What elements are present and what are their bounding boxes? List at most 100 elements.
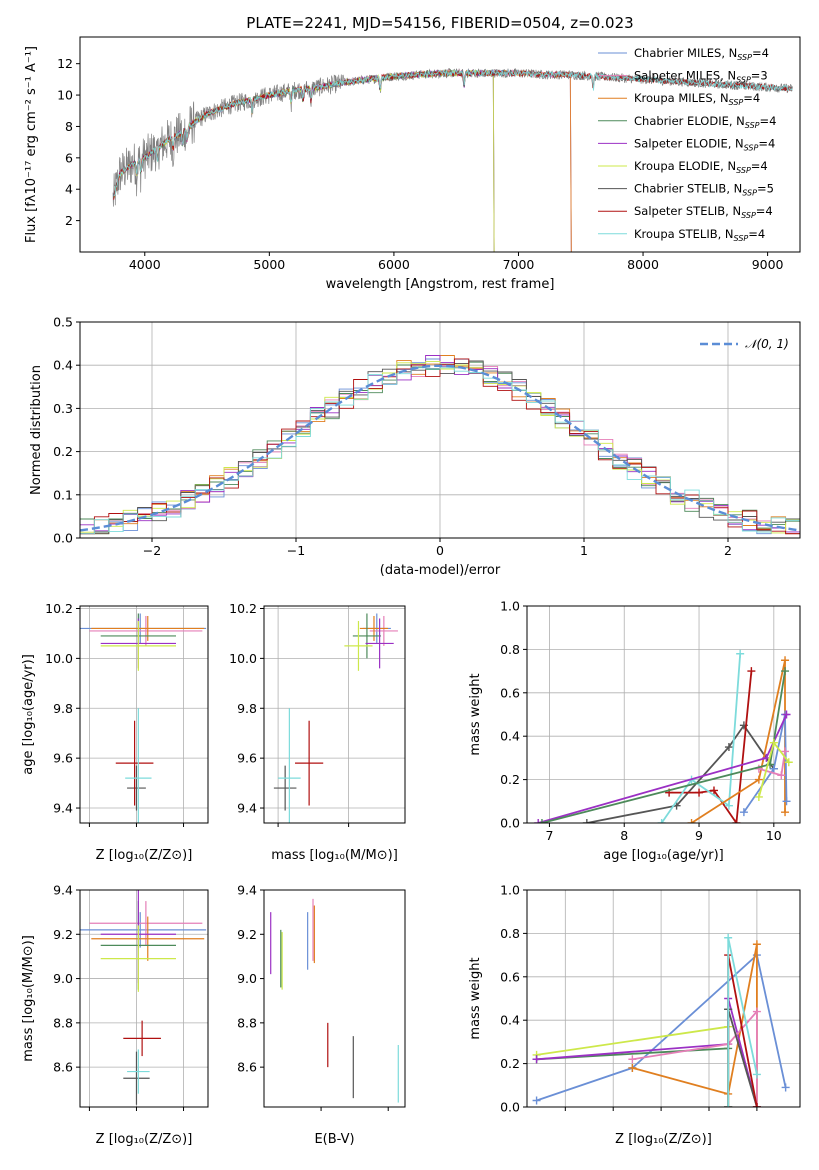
- x-tick-label: 8000: [627, 257, 659, 272]
- y-tick-label: 0.4: [500, 729, 520, 744]
- legend-label-subscript: SSP: [734, 234, 749, 243]
- y-tick-label: 9.8: [237, 701, 257, 716]
- y-tick-label: 9.2: [53, 927, 73, 942]
- age-vs-mass-panel: 9.4 9.6 9.8 10.0 10.2 mass [log₁₀(M/M⊙)]: [229, 601, 406, 863]
- y-tick-label: 0.2: [53, 444, 73, 459]
- y-tick-label: 9.0: [237, 971, 257, 986]
- x-tick-label: 7000: [503, 257, 535, 272]
- y-tick-label: 0.2: [500, 1056, 520, 1071]
- mass-weight-marker: [732, 819, 741, 823]
- mass-weight-marker: [752, 1007, 761, 1016]
- mass-weight-line: [632, 944, 758, 1107]
- mass-weight-marker: [752, 940, 761, 949]
- legend-label-main: Salpeter MILES, N: [634, 69, 736, 83]
- histogram-step-line: [80, 367, 800, 535]
- y-tick-label: 9.6: [237, 751, 257, 766]
- mass-weight-marker: [724, 743, 733, 752]
- mass-weight-marker: [752, 1070, 761, 1079]
- spectrum-panel: 4000 5000 6000 7000 8000 9000 2 4 6 8 10 12 waveleng…: [24, 36, 801, 292]
- legend-label-subscript: SSP: [745, 121, 760, 130]
- legend-label-main: Chabrier STELIB, N: [634, 182, 742, 196]
- mass-vs-metallicity-panel: 8.6 8.8 9.0 9.2 9.4 Z [log₁₀(Z/Z⊙)] mass [log₁…: [21, 883, 209, 1147]
- x-tick-label: 10: [766, 828, 782, 843]
- y-tick-label: 1.0: [500, 883, 520, 898]
- mass-weight-marker: [739, 808, 748, 817]
- residual-histogram-panel: −2 −1 0 1 2 0.0 0.1 0.2 0.3 0.4 0.5 (data-model)/er…: [29, 315, 801, 578]
- y-axis-label: mass weight: [468, 957, 483, 1039]
- y-axis-label: Normed distribution: [29, 365, 44, 495]
- y-tick-label: 12: [57, 56, 73, 71]
- mass-weight-vs-age-panel: 7 8 9 10 0.0 0.2 0.4 0.6 0.8 1.0 age [log₁₀(age/yr…: [468, 599, 801, 863]
- mass-weight-marker: [781, 1083, 790, 1092]
- legend-label: Salpeter STELIB, NSSP=4: [634, 204, 773, 220]
- mass-weight-line: [660, 653, 742, 823]
- y-tick-label: 9.4: [53, 883, 73, 898]
- y-axis-label: age [log₁₀(age/yr)]: [21, 654, 36, 775]
- axes-frame: −2 −1 0 1 2 0.0 0.1 0.2 0.3 0.4 0.5: [53, 315, 801, 558]
- legend-label: Chabrier STELIB, NSSP=5: [634, 182, 774, 198]
- legend-label-subscript: SSP: [736, 76, 751, 85]
- y-axis-label: Flux [fλ10⁻¹⁷ erg cm⁻² s⁻¹ A⁻¹]: [24, 46, 39, 243]
- x-tick-label: 0: [436, 543, 444, 558]
- legend-label: Kroupa STELIB, NSSP=4: [634, 227, 765, 243]
- legend-label: Salpeter MILES, NSSP=3: [634, 69, 768, 85]
- legend-label-count: =5: [757, 182, 774, 196]
- model-spectrum-line: [113, 69, 793, 198]
- legend-label-count: =4: [748, 227, 765, 241]
- mass-weight-marker: [754, 775, 763, 784]
- mass-weight-marker: [628, 1055, 637, 1064]
- legend-label-subscript: SSP: [729, 98, 744, 107]
- mass-weight-marker: [782, 797, 791, 806]
- mass-weight-marker: [709, 786, 718, 795]
- mass-weight-marker: [724, 801, 733, 810]
- x-tick-label: 5000: [253, 257, 285, 272]
- x-tick-label: −1: [287, 543, 305, 558]
- mass-weight-line: [536, 953, 787, 1102]
- mass-weight-marker: [769, 738, 778, 747]
- model-spectrum-line: [113, 69, 793, 200]
- mass-weight-marker: [736, 649, 745, 658]
- x-tick-label: 2: [724, 543, 732, 558]
- y-axis-label: mass [log₁₀(M/M⊙)]: [21, 935, 36, 1062]
- mass-weight-marker: [657, 819, 666, 823]
- y-tick-label: 0.6: [500, 969, 520, 984]
- model-spectrum-line: [113, 68, 793, 197]
- mass-weight-marker: [537, 819, 546, 823]
- legend-label-count: =4: [758, 136, 775, 150]
- y-tick-label: 0.0: [53, 531, 73, 546]
- x-tick-label: 9000: [752, 257, 784, 272]
- legend-label-main: Salpeter STELIB, N: [634, 204, 741, 218]
- x-tick-label: 9: [695, 828, 703, 843]
- y-tick-label: 8.8: [53, 1015, 73, 1030]
- plot-area: [112, 68, 793, 252]
- mass-weight-marker: [628, 1063, 637, 1072]
- y-tick-label: 9.8: [53, 701, 73, 716]
- model-spectrum-line: [113, 68, 572, 252]
- y-tick-label: 0.1: [53, 487, 73, 502]
- legend-label: Chabrier ELODIE, NSSP=4: [634, 114, 776, 130]
- axes-frame: 4000 5000 6000 7000 8000 9000 2 4 6 8 10 12: [57, 36, 801, 272]
- x-tick-label: 4000: [129, 257, 161, 272]
- histogram-step-line: [80, 355, 800, 533]
- legend-label-count: =4: [756, 204, 773, 218]
- y-tick-label: 9.4: [237, 883, 257, 898]
- axes-border: [526, 889, 801, 1108]
- plot-area: [270, 898, 399, 1103]
- axes-border: [526, 605, 801, 824]
- legend-label-count: =3: [751, 69, 768, 83]
- legend-label-subscript: SSP: [736, 166, 751, 175]
- y-tick-label: 8.6: [237, 1060, 257, 1075]
- y-tick-label: 9.6: [53, 751, 73, 766]
- x-axis-label: wavelength [Angstrom, rest frame]: [326, 277, 555, 292]
- mass-weight-marker: [781, 747, 790, 756]
- mass-weight-marker: [782, 710, 791, 719]
- plot-area: [273, 613, 398, 823]
- y-tick-label: 0.4: [53, 358, 73, 373]
- model-spectrum-line: [113, 69, 572, 252]
- x-tick-label: 7: [545, 828, 553, 843]
- legend-label: Salpeter ELODIE, NSSP=4: [634, 136, 775, 152]
- plot-area: [80, 890, 207, 1105]
- legend-label-count: =4: [752, 46, 769, 60]
- y-axis-label: mass weight: [468, 673, 483, 755]
